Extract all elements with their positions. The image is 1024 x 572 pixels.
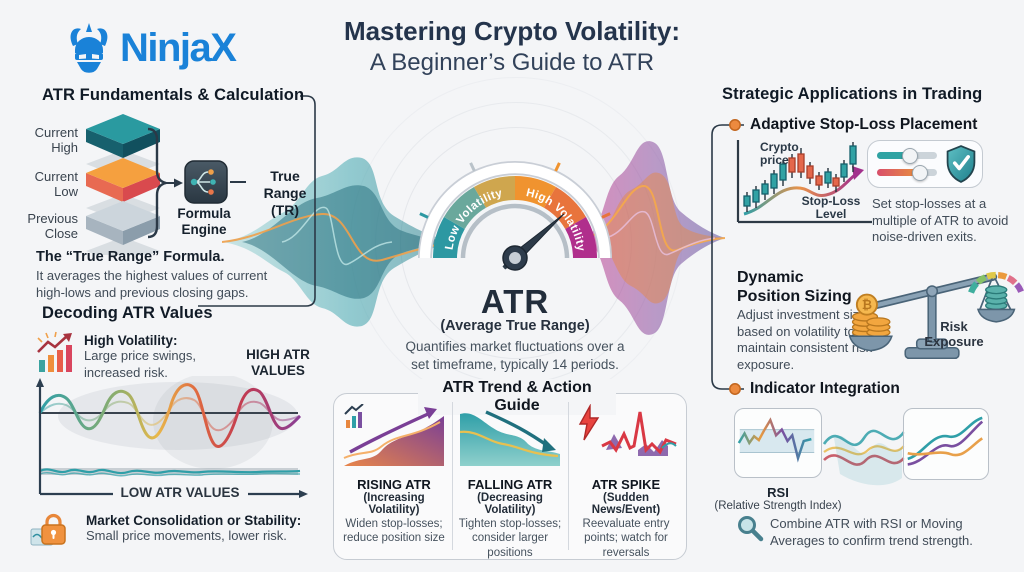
guide-item-title: FALLING ATR — [467, 477, 553, 492]
brand-logo: NinjaX — [64, 22, 237, 74]
title-line2: A Beginner’s Guide to ATR — [369, 49, 655, 76]
guide-item-title: ATR SPIKE — [591, 477, 661, 492]
guide-item-desc: Tighten stop-losses; consider larger pos… — [458, 518, 562, 559]
stop-loss-title: Adaptive Stop-Loss Placement — [750, 116, 978, 133]
true-range-label: True Range (TR) — [263, 168, 307, 218]
high-volatility-desc: Large price swings, increased risk. — [84, 348, 196, 380]
previous-close-box — [86, 201, 160, 255]
bitcoin-coin-icon — [855, 293, 878, 316]
risk-exposure-label: Risk Exposure — [924, 319, 984, 349]
guide-item-desc: Widen stop-losses; reduce position size — [343, 518, 445, 545]
box-label-previous-close: Previous Close — [27, 211, 78, 241]
slider-knob[interactable] — [912, 165, 928, 181]
guide-item-rising-atr: RISING ATR (Increasing Volatility) Widen… — [338, 403, 450, 546]
mini-bars-icon — [344, 403, 364, 428]
atr-gauge: Low Volatility High Volatility — [418, 161, 612, 271]
teal-waveform-decoration — [222, 157, 457, 327]
formula-title: The “True Range” Formula. — [36, 249, 225, 265]
rising-atr-chart — [343, 403, 444, 466]
guide-divider — [568, 402, 569, 550]
guide-item-atr-spike: ATR SPIKE (Sudden News/Event) Reevaluate… — [570, 403, 682, 560]
trend-up-icon — [37, 331, 72, 372]
slider-fill — [877, 169, 919, 176]
lock-icon — [30, 513, 66, 546]
formula-engine-icon — [184, 160, 228, 204]
guide-item-subtitle: (Increasing Volatility) — [363, 492, 425, 516]
slider-track[interactable] — [877, 165, 937, 181]
formula-description: It averages the highest values of curren… — [36, 268, 268, 300]
falling-atr-chart — [459, 410, 560, 466]
atr-values-chart — [36, 376, 308, 498]
candlestick-chart — [736, 140, 872, 224]
bitcoin-symbol: ₿ — [862, 298, 872, 312]
rsi-sublabel: (Relative Strength Index) — [714, 500, 842, 512]
indicator-integration-title: Indicator Integration — [750, 380, 900, 397]
indicator-wave-decoration — [822, 429, 906, 486]
risk-arc — [968, 271, 1024, 294]
moving-averages-panel — [903, 408, 989, 480]
curly-brace — [147, 127, 167, 239]
rsi-chart — [737, 417, 815, 463]
high-volatility-note: High Volatility: Large price swings, inc… — [84, 333, 222, 381]
slider-fill — [877, 152, 909, 159]
gold-coin-stack: ₿ — [851, 293, 891, 338]
balance-scale-illustration: ₿ — [848, 271, 1024, 360]
purple-waveform-decoration — [585, 141, 725, 335]
ninja-helmet-icon — [70, 23, 108, 73]
position-sizing-title: Dynamic Position Sizing — [737, 269, 852, 306]
gauge-subtitle: (Average True Range) — [440, 318, 590, 334]
box-label-current-low: Current Low — [34, 169, 78, 199]
teal-coin-stack — [985, 285, 1008, 311]
brand-name: NinjaX — [120, 25, 237, 70]
indicator-tip: Combine ATR with RSI or Moving Averages … — [770, 516, 973, 548]
magnifier-icon — [738, 516, 764, 542]
applications-heading: Strategic Applications in Trading — [722, 85, 983, 103]
low-atr-values-text: LOW ATR VALUES — [112, 485, 248, 500]
box-label-current-high: Current High — [34, 125, 78, 155]
guide-item-falling-atr: FALLING ATR (Decreasing Volatility) Tigh… — [454, 404, 566, 560]
trend-guide-heading: ATR Trend & Action Guide — [418, 379, 616, 415]
gauge-title: ATR — [480, 283, 550, 320]
page-title: Mastering Crypto Volatility: A Beginner’… — [300, 16, 724, 77]
guide-divider — [452, 402, 453, 550]
slider-knob[interactable] — [902, 148, 918, 164]
stop-loss-level-label: Stop-Loss Level — [801, 194, 861, 222]
atr-spike-chart — [578, 403, 677, 456]
engine-label: Formula Engine — [177, 206, 231, 237]
moving-averages-chart — [907, 416, 984, 466]
fundamentals-heading: ATR Fundamentals & Calculation — [42, 86, 305, 104]
stop-loss-slider-panel — [867, 140, 983, 188]
lightning-icon — [578, 403, 600, 441]
stop-loss-desc: Set stop-losses at a multiple of ATR to … — [872, 196, 1009, 245]
guide-item-title: RISING ATR — [357, 477, 431, 492]
high-volatility-title: High Volatility: — [84, 333, 178, 348]
guide-item-desc: Reevaluate entry points; watch for rever… — [582, 518, 670, 559]
title-line1: Mastering Crypto Volatility: — [343, 16, 681, 46]
gauge-description: Quantifies market fluctuations over a se… — [405, 339, 625, 372]
high-atr-values-label: HIGH ATR VALUES — [246, 347, 310, 379]
guide-item-subtitle: (Sudden News/Event) — [591, 492, 661, 516]
rsi-panel — [734, 408, 822, 478]
low-atr-values-label: LOW ATR VALUES — [88, 485, 272, 500]
rsi-label: RSI — [767, 485, 789, 500]
trend-guide-box — [333, 393, 687, 560]
decoding-heading: Decoding ATR Values — [42, 304, 213, 322]
guide-item-subtitle: (Decreasing Volatility) — [477, 492, 543, 516]
shield-check-icon — [946, 145, 976, 183]
consolidation-title: Market Consolidation or Stability: — [86, 513, 302, 528]
crypto-price-label: Crypto price — [760, 140, 799, 168]
position-sizing-desc: Adjust investment size based on volatili… — [737, 307, 873, 372]
consolidation-desc: Small price movements, lower risk. — [86, 528, 287, 543]
consolidation-note: Market Consolidation or Stability: Small… — [86, 513, 326, 545]
slider-track[interactable] — [877, 148, 937, 164]
